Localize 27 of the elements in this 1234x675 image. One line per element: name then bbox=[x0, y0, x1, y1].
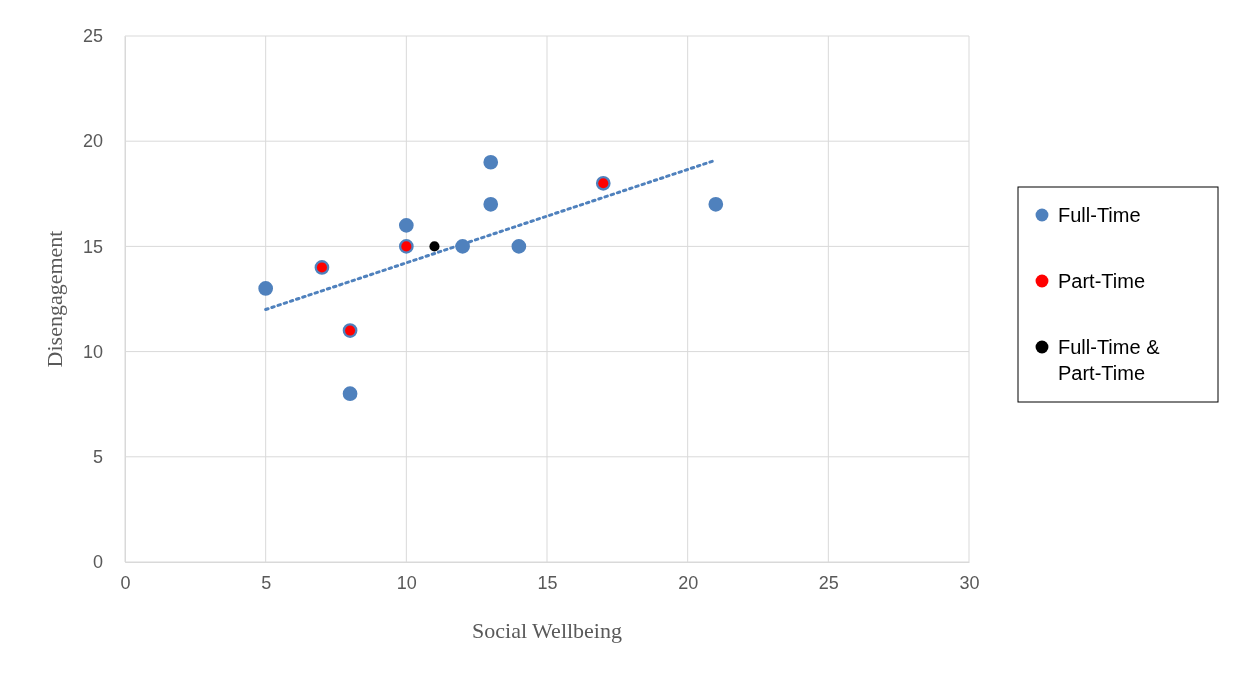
legend-label: Part-Time bbox=[1058, 270, 1146, 292]
point bbox=[708, 196, 724, 212]
x-tick-label: 0 bbox=[120, 572, 131, 593]
x-tick-label: 25 bbox=[818, 572, 839, 593]
x-axis-title: Social Wellbeing bbox=[472, 618, 622, 643]
y-tick-label: 20 bbox=[82, 131, 103, 152]
y-tick-label: 10 bbox=[82, 341, 103, 362]
x-tick-label: 5 bbox=[261, 572, 272, 593]
point bbox=[342, 386, 358, 402]
point bbox=[511, 239, 527, 254]
legend-label: Full-Time & Part-Time bbox=[1058, 336, 1161, 384]
x-tick-label: 10 bbox=[396, 572, 417, 593]
point bbox=[455, 239, 470, 254]
x-tick-label: 30 bbox=[959, 572, 980, 593]
point bbox=[398, 218, 414, 233]
y-tick-label: 15 bbox=[82, 236, 103, 257]
point bbox=[483, 196, 499, 212]
x-tick-label: 20 bbox=[678, 572, 699, 593]
point bbox=[429, 241, 440, 252]
y-tick-label: 0 bbox=[92, 552, 103, 573]
y-tick-label: 25 bbox=[82, 26, 103, 47]
point bbox=[483, 154, 499, 170]
y-tick-label: 5 bbox=[92, 447, 103, 468]
legend-label: Full-Time bbox=[1058, 204, 1141, 226]
y-axis-title: Disengagement bbox=[42, 230, 67, 368]
point bbox=[258, 281, 274, 296]
x-tick-label: 15 bbox=[537, 572, 558, 593]
